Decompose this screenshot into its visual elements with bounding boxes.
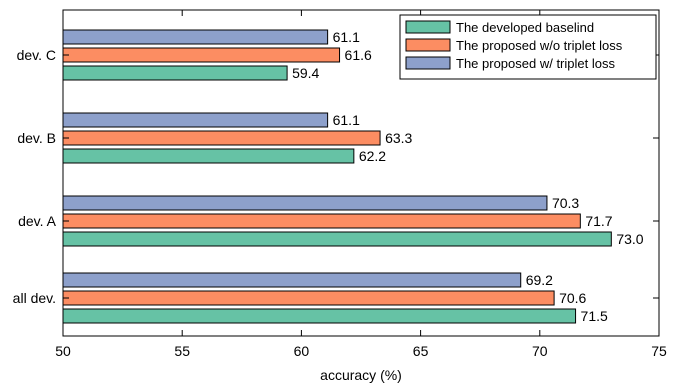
legend-label: The proposed w/o triplet loss <box>456 38 623 53</box>
bar-all-dev--series-2 <box>62 308 577 324</box>
value-label: 59.4 <box>292 65 319 81</box>
value-label: 73.0 <box>616 231 643 247</box>
category-label: all dev. <box>13 290 56 306</box>
category-label: dev. C <box>17 47 56 63</box>
bar-dev-a-series-0 <box>62 195 548 211</box>
value-label: 61.6 <box>345 47 372 63</box>
legend-swatch <box>405 56 451 70</box>
bar-dev-a-series-1 <box>62 213 581 229</box>
bar-dev-b-series-0 <box>62 112 329 128</box>
value-label: 71.5 <box>581 308 608 324</box>
legend-swatch <box>405 20 451 34</box>
plot-frame <box>62 9 660 337</box>
bar-dev-c-series-2 <box>62 65 288 81</box>
legend: The developed baselind The proposed w/o t… <box>399 14 657 80</box>
x-tick-label: 75 <box>651 343 667 359</box>
bar-dev-a-series-2 <box>62 231 612 247</box>
bar-dev-c-series-1 <box>62 47 341 63</box>
value-label: 63.3 <box>385 130 412 146</box>
value-label: 61.1 <box>333 112 360 128</box>
x-tick-label: 70 <box>532 343 548 359</box>
x-tick-label: 60 <box>294 343 310 359</box>
value-label: 70.6 <box>559 290 586 306</box>
bar-all-dev--series-1 <box>62 290 555 306</box>
bar-dev-c-series-0 <box>62 29 329 45</box>
category-label: dev. A <box>18 213 57 229</box>
x-tick-label: 50 <box>55 343 71 359</box>
x-axis-label: accuracy (%) <box>320 367 402 383</box>
value-labels-layer: 61.1 61.6 59.4 61.1 63.3 62.2 70.3 71.773.0 69.2… <box>292 29 644 324</box>
bar-dev-b-series-2 <box>62 148 355 164</box>
x-tick-label: 65 <box>413 343 429 359</box>
legend-label: The developed baselind <box>456 20 594 35</box>
value-label: 62.2 <box>359 148 386 164</box>
category-label: dev. B <box>17 130 56 146</box>
category-labels-layer: dev. C dev. B dev. A all dev. <box>13 47 57 306</box>
legend-label: The proposed w/ triplet loss <box>456 56 615 71</box>
value-label: 69.2 <box>526 272 553 288</box>
legend-swatch <box>405 38 451 52</box>
x-tick-label: 55 <box>174 343 190 359</box>
value-label: 70.3 <box>552 195 579 211</box>
bar-dev-b-series-1 <box>62 130 381 146</box>
value-label: 61.1 <box>333 29 360 45</box>
value-label: 71.7 <box>585 213 612 229</box>
bar-all-dev--series-0 <box>62 272 522 288</box>
